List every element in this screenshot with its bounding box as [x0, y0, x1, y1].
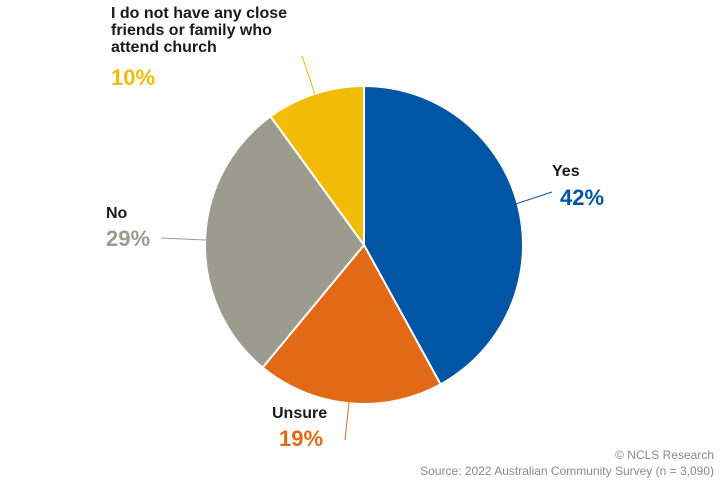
leader-line-1	[487, 191, 553, 214]
copyright-text: © NCLS Research	[615, 448, 714, 462]
slice-value-label-1: 42%	[560, 185, 604, 210]
slice-label-4-line-3: attend church	[111, 39, 217, 56]
slice-value-label-3: 29%	[106, 226, 150, 251]
leader-line-4	[301, 55, 316, 94]
slice-value-label-4: 10%	[111, 65, 155, 90]
pie-slice-1	[363, 84, 524, 386]
leader-line-2	[344, 393, 351, 441]
slice-label-3: No	[106, 205, 128, 222]
source-text: Source: 2022 Australian Community Survey…	[420, 464, 714, 478]
slice-label-4-line-1: I do not have any close	[111, 5, 287, 22]
leader-line-3	[160, 237, 209, 241]
slice-label-2: Unsure	[272, 405, 327, 422]
slice-label-4-line-2: friends or family who	[111, 22, 272, 39]
slice-label-1: Yes	[552, 163, 580, 180]
slice-value-label-2: 19%	[279, 426, 323, 451]
